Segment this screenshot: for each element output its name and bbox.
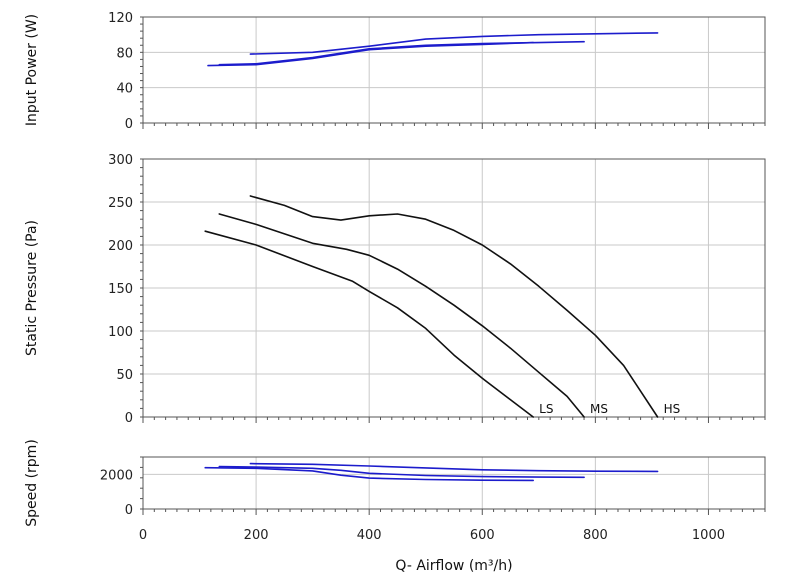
- pressure-series-line-ms: [218, 213, 585, 418]
- y-tick-label-power: 80: [116, 46, 133, 61]
- y-tick-label-speed: 2000: [100, 468, 133, 483]
- y-tick-label-pressure: 0: [125, 411, 133, 426]
- y-tick-label-pressure: 50: [116, 368, 133, 383]
- curve-label-ls: LS: [539, 402, 553, 416]
- grid-layer: [143, 17, 765, 509]
- y-tick-label-power: 0: [125, 117, 133, 132]
- plot-frame-speed: [142, 456, 766, 510]
- plot-frames: [142, 16, 766, 510]
- pressure-series-line-hs: [249, 195, 659, 418]
- tick-layer: [140, 16, 766, 515]
- x-tick-label: 1000: [692, 528, 725, 543]
- x-tick-label: 0: [139, 528, 147, 543]
- plot-frame-power: [142, 16, 766, 124]
- y-tick-label-power: 120: [108, 11, 133, 26]
- curve-label-hs: HS: [664, 402, 681, 416]
- y-tick-label-pressure: 300: [108, 153, 133, 168]
- series-layer: [204, 32, 659, 482]
- label-layer: 0 40 80 120 Input Power (W) 0 50 100 150 200 250 30…: [24, 11, 725, 543]
- x-tick-label: 400: [357, 528, 382, 543]
- x-tick-label: 800: [583, 528, 608, 543]
- power-series-line-2: [249, 32, 659, 55]
- x-tick-label: 600: [470, 528, 495, 543]
- y-tick-label-speed: 0: [125, 503, 133, 518]
- y-tick-label-power: 40: [116, 82, 133, 97]
- y-axis-title-power: Input Power (W): [24, 14, 40, 126]
- y-tick-label-pressure: 200: [108, 239, 133, 254]
- speed-series-line-1: [218, 465, 585, 479]
- y-tick-label-pressure: 250: [108, 196, 133, 211]
- speed-series-line-0: [204, 466, 535, 482]
- curve-label-ms: MS: [590, 402, 608, 416]
- power-series-line-0: [207, 41, 535, 67]
- x-tick-label: 200: [244, 528, 269, 543]
- power-series-line-1: [218, 40, 585, 66]
- speed-series-line-2: [249, 462, 659, 473]
- x-axis-title: Q- Airflow (m³/h): [395, 558, 512, 574]
- y-tick-label-pressure: 100: [108, 325, 133, 340]
- y-axis-title-speed: Speed (rpm): [24, 439, 40, 527]
- y-tick-label-pressure: 150: [108, 282, 133, 297]
- y-axis-title-pressure: Static Pressure (Pa): [24, 220, 40, 356]
- pressure-series-line-ls: [204, 230, 535, 418]
